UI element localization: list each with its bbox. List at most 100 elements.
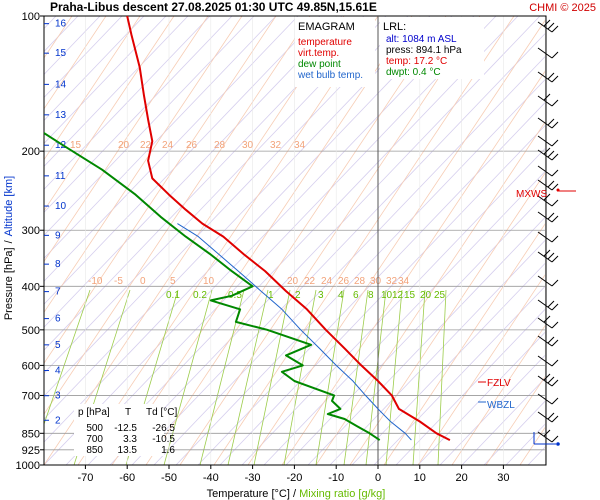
x-axis-title-separator: /: [290, 488, 299, 500]
table-cell-p: 500: [86, 423, 103, 434]
lrl-alt: alt: 1084 m ASL: [386, 34, 457, 45]
chart-title: Praha-Libus descent 27.08.2025 01:30 UTC…: [50, 0, 377, 14]
temperature-tick-label: 30: [497, 472, 509, 484]
temperature-axis: -70 -60 -50 -40 -30 -20 -10 0 10 20 30: [77, 465, 510, 484]
mixing-ratio-label: 0.5: [228, 290, 242, 301]
lrl-temp: temp: 17.2 °C: [386, 56, 447, 67]
table-header-t: T: [125, 407, 131, 418]
pressure-tick-label: 300: [22, 225, 40, 237]
temperature-tick-label: -30: [245, 472, 261, 484]
isotherm-label: 34: [294, 140, 306, 151]
altitude-tick-label: 8: [55, 259, 61, 270]
pressure-axis: 100 200 300 400 500 600 700 850 925 1000: [16, 11, 44, 472]
table-cell-td: 1.6: [161, 445, 175, 456]
altitude-axis: 2 3 4 5 6 7 8 9 10 11 12 13 14 15 16: [44, 19, 67, 426]
isotherm-label: 32: [270, 140, 282, 151]
temperature-tick-label: -70: [77, 472, 93, 484]
temperature-tick-label: -60: [119, 472, 135, 484]
pressure-tick-label: 500: [22, 325, 40, 337]
level-markers: MXWS FZLV WBZL: [478, 189, 576, 411]
altitude-tick-label: 15: [55, 48, 67, 59]
temperature-tick-label: -20: [286, 472, 302, 484]
isotherm-label: 15: [70, 140, 82, 151]
isotherm-label: 20: [287, 276, 299, 287]
legend-heading: EMAGRAM: [298, 21, 355, 33]
mxws-marker: MXWS: [516, 189, 547, 200]
mixing-ratio-label: 1: [268, 290, 274, 301]
pressure-tick-label: 1000: [16, 460, 40, 472]
series-temperature: [126, 16, 451, 441]
table-cell-p: 700: [86, 434, 103, 445]
pressure-tick-label: 400: [22, 281, 40, 293]
isotherm-label: 5: [170, 276, 176, 287]
mixing-ratio-label: 6: [353, 290, 359, 301]
mixing-ratio-label: 10: [381, 290, 393, 301]
mixing-ratio-label: 0.2: [193, 290, 207, 301]
temperature-tick-label: -50: [161, 472, 177, 484]
isotherm-label: 22: [304, 276, 316, 287]
x-axis-title: Temperature [°C] / Mixing ratio [g/kg]: [207, 488, 386, 500]
lrl-box: LRL: alt: 1084 m ASL press: 894.1 hPa te…: [380, 17, 484, 79]
isotherm-label: 10: [203, 276, 215, 287]
series-wet-bulb-temp: [177, 223, 412, 441]
isotherm-label: 22: [140, 140, 152, 151]
mixing-ratio-label: 15: [404, 290, 416, 301]
table-cell-t: 3.3: [123, 434, 137, 445]
altitude-tick-label: 6: [55, 314, 61, 325]
mixing-ratio-label: 4: [338, 290, 344, 301]
table-cell-td: -26.5: [152, 423, 175, 434]
isotherm-label: 28: [354, 276, 366, 287]
wind-barbs: [533, 19, 560, 446]
isotherm-label: 30: [242, 140, 254, 151]
series-dew-point: [44, 131, 381, 441]
table-header-p: p [hPa]: [78, 407, 110, 418]
wbzl-marker: WBZL: [487, 400, 515, 411]
legend-wet-bulb: wet bulb temp.: [297, 70, 363, 81]
altitude-tick-label: 10: [55, 201, 67, 212]
pressure-tick-label: 200: [22, 146, 40, 158]
mixing-ratio-label: 0.1: [166, 290, 180, 301]
mixing-ratio-label: 12: [392, 290, 404, 301]
temperature-tick-label: 20: [455, 472, 467, 484]
table-cell-t: 13.5: [118, 445, 138, 456]
isotherm-label: 24: [162, 140, 174, 151]
mixing-ratio-label: 25: [434, 290, 446, 301]
isoline-labels: 15 20 22 24 26 28 30 32 34-10 -5 0 5 10 20 22 24 26 28 30 3…: [70, 140, 446, 301]
table-cell-t: -12.5: [114, 423, 137, 434]
y-axis-title-pressure: Pressure [hPa]: [3, 247, 15, 320]
temperature-tick-label: 0: [375, 472, 381, 484]
isotherm-label: 26: [186, 140, 198, 151]
legend-temperature: temperature: [298, 37, 352, 48]
mixing-ratio-label: 3: [318, 290, 324, 301]
temperature-tick-label: 10: [414, 472, 426, 484]
pressure-tick-label: 700: [22, 390, 40, 402]
pressure-tick-label: 850: [22, 428, 40, 440]
x-axis-title-mixing-ratio: Mixing ratio [g/kg]: [299, 488, 385, 500]
altitude-tick-label: 11: [55, 171, 66, 182]
isotherm-label: 30: [370, 276, 382, 287]
mixing-ratio-label: 20: [420, 290, 432, 301]
legend: EMAGRAM temperature virt.temp. dew point…: [295, 17, 375, 87]
mixing-ratio-label: 2: [295, 290, 301, 301]
x-axis-title-temperature: Temperature [°C]: [207, 488, 290, 500]
altitude-tick-label: 4: [55, 366, 61, 377]
y-axis-title-altitude: Altitude [km]: [3, 176, 15, 237]
altitude-tick-label: 13: [55, 110, 67, 121]
plot-frame: [43, 15, 547, 466]
data-table: p [hPa] T Td [°C] 500 -12.5 -26.5 700 3.…: [74, 404, 177, 456]
credit-label: CHMI © 2025: [529, 2, 596, 14]
legend-virt-temp: virt.temp.: [298, 48, 339, 59]
emagram-background-lines: [44, 16, 546, 465]
altitude-tick-label: 5: [55, 340, 61, 351]
mixing-ratio-label: 8: [368, 290, 374, 301]
altitude-tick-label: 7: [55, 287, 61, 298]
sounding-profiles: [44, 16, 451, 441]
temperature-tick-label: -10: [328, 472, 344, 484]
isotherm-label: 34: [398, 276, 410, 287]
pressure-tick-label: 100: [22, 11, 40, 23]
altitude-tick-label: 3: [55, 391, 61, 402]
altitude-tick-label: 12: [55, 140, 67, 151]
isotherm-label: 20: [118, 140, 130, 151]
isotherm-label: 28: [214, 140, 226, 151]
